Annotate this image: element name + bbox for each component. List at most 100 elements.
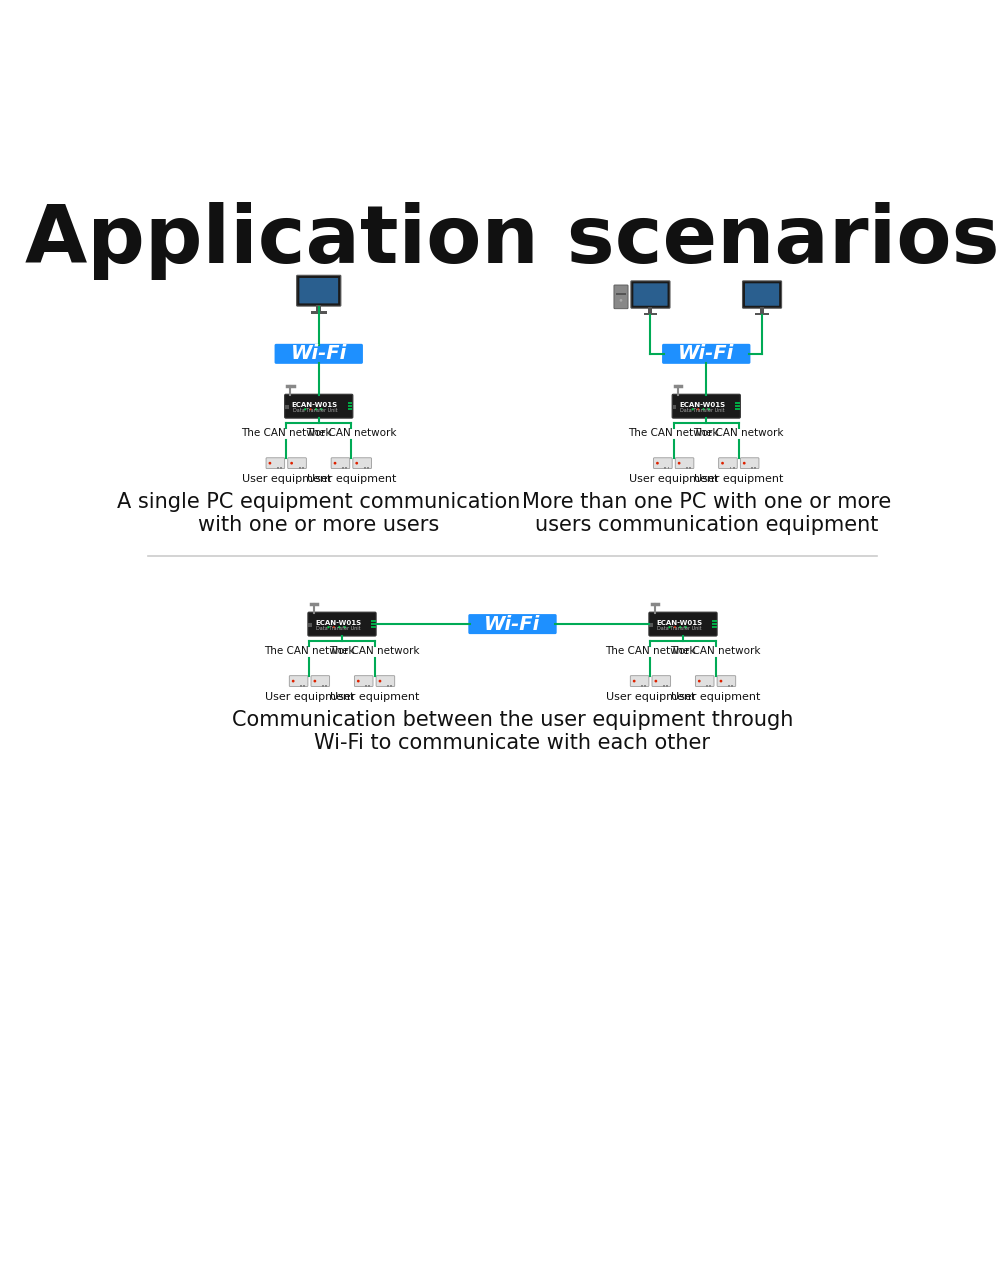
- Bar: [322, 685, 324, 687]
- Bar: [760, 308, 764, 313]
- FancyBboxPatch shape: [740, 458, 759, 469]
- FancyBboxPatch shape: [289, 676, 308, 686]
- Text: users communication equipment: users communication equipment: [535, 514, 878, 535]
- Text: User equipment: User equipment: [606, 692, 695, 702]
- FancyBboxPatch shape: [675, 458, 694, 469]
- FancyBboxPatch shape: [468, 614, 557, 634]
- FancyBboxPatch shape: [266, 458, 285, 469]
- Bar: [664, 468, 666, 469]
- Bar: [754, 468, 756, 469]
- Text: The CAN network: The CAN network: [605, 646, 696, 656]
- Text: Application scenarios: Application scenarios: [25, 202, 1000, 280]
- Bar: [300, 685, 302, 687]
- Circle shape: [338, 625, 340, 628]
- FancyBboxPatch shape: [631, 281, 670, 308]
- Text: The CAN network: The CAN network: [329, 646, 420, 656]
- Text: ECAN-W01S: ECAN-W01S: [656, 619, 702, 625]
- Circle shape: [313, 680, 316, 682]
- Bar: [663, 685, 665, 687]
- Bar: [668, 468, 669, 469]
- Bar: [285, 405, 289, 410]
- Bar: [712, 623, 717, 625]
- Text: User equipment: User equipment: [694, 474, 783, 484]
- Text: User equipment: User equipment: [265, 692, 354, 702]
- Bar: [390, 685, 392, 687]
- Circle shape: [620, 299, 622, 301]
- Bar: [345, 468, 347, 469]
- Circle shape: [304, 409, 306, 410]
- Circle shape: [674, 625, 676, 628]
- Bar: [616, 294, 626, 295]
- Bar: [348, 409, 352, 410]
- FancyBboxPatch shape: [353, 458, 371, 469]
- Bar: [735, 402, 740, 404]
- Circle shape: [315, 409, 317, 410]
- FancyBboxPatch shape: [299, 277, 338, 304]
- Bar: [371, 623, 376, 625]
- Bar: [644, 685, 646, 687]
- Text: Data Transfer Unit: Data Transfer Unit: [293, 409, 337, 414]
- Bar: [735, 409, 740, 410]
- Bar: [666, 685, 668, 687]
- FancyBboxPatch shape: [745, 284, 779, 305]
- Text: Communication between the user equipment through: Communication between the user equipment…: [232, 710, 793, 730]
- Circle shape: [379, 680, 381, 682]
- Text: with one or more users: with one or more users: [198, 514, 439, 535]
- FancyBboxPatch shape: [662, 344, 750, 364]
- Circle shape: [355, 462, 358, 464]
- Circle shape: [743, 462, 746, 464]
- Text: More than one PC with one or more: More than one PC with one or more: [522, 493, 891, 512]
- Text: The CAN network: The CAN network: [694, 427, 784, 438]
- Bar: [648, 308, 652, 313]
- Bar: [673, 405, 676, 410]
- Bar: [316, 305, 321, 311]
- Text: User equipment: User equipment: [330, 692, 419, 702]
- Bar: [709, 685, 711, 687]
- Text: Wi-Fi: Wi-Fi: [484, 614, 541, 633]
- Text: User equipment: User equipment: [307, 474, 396, 484]
- Circle shape: [292, 680, 295, 682]
- Circle shape: [633, 680, 636, 682]
- FancyBboxPatch shape: [308, 612, 376, 636]
- Bar: [371, 620, 376, 622]
- Circle shape: [702, 409, 705, 410]
- Circle shape: [344, 625, 346, 628]
- Circle shape: [668, 625, 671, 628]
- Text: User equipment: User equipment: [671, 692, 760, 702]
- Circle shape: [697, 409, 699, 410]
- Bar: [731, 685, 733, 687]
- Bar: [735, 405, 740, 407]
- FancyBboxPatch shape: [717, 676, 736, 686]
- Circle shape: [720, 680, 722, 682]
- FancyBboxPatch shape: [331, 458, 350, 469]
- FancyBboxPatch shape: [288, 458, 306, 469]
- Bar: [689, 468, 691, 469]
- Text: Wi-Fi: Wi-Fi: [291, 344, 347, 363]
- Bar: [728, 685, 730, 687]
- Text: ECAN-W01S: ECAN-W01S: [315, 619, 361, 625]
- Bar: [641, 685, 643, 687]
- FancyBboxPatch shape: [743, 281, 782, 308]
- Circle shape: [290, 462, 293, 464]
- Bar: [364, 468, 366, 469]
- Text: ECAN-W01S: ECAN-W01S: [292, 402, 338, 407]
- Bar: [706, 685, 708, 687]
- Text: Data Transfer Unit: Data Transfer Unit: [657, 627, 701, 632]
- FancyBboxPatch shape: [285, 395, 353, 419]
- Bar: [730, 468, 731, 469]
- Text: The CAN network: The CAN network: [670, 646, 761, 656]
- FancyBboxPatch shape: [654, 458, 672, 469]
- Text: A single PC equipment communication: A single PC equipment communication: [117, 493, 520, 512]
- FancyBboxPatch shape: [695, 676, 714, 686]
- FancyBboxPatch shape: [649, 612, 717, 636]
- Bar: [712, 620, 717, 622]
- Circle shape: [678, 462, 681, 464]
- Bar: [751, 468, 753, 469]
- Text: The CAN network: The CAN network: [241, 427, 331, 438]
- Circle shape: [656, 462, 659, 464]
- FancyBboxPatch shape: [614, 285, 628, 309]
- Bar: [299, 468, 301, 469]
- FancyBboxPatch shape: [354, 676, 373, 686]
- Bar: [280, 468, 282, 469]
- Bar: [303, 685, 305, 687]
